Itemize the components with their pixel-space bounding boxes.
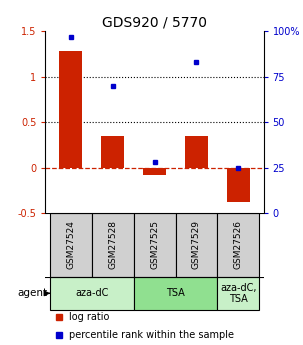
Text: log ratio: log ratio — [69, 312, 110, 322]
Bar — [218, 213, 259, 277]
Bar — [134, 277, 218, 310]
Bar — [218, 277, 259, 310]
Text: GSM27526: GSM27526 — [234, 220, 243, 269]
Bar — [101, 136, 124, 168]
Bar — [92, 213, 134, 277]
Bar — [59, 51, 82, 168]
Title: GDS920 / 5770: GDS920 / 5770 — [102, 16, 207, 30]
Bar — [134, 213, 175, 277]
Text: agent: agent — [18, 288, 48, 298]
Bar — [227, 168, 250, 202]
Bar — [175, 213, 218, 277]
Text: GSM27528: GSM27528 — [108, 220, 117, 269]
Text: TSA: TSA — [166, 288, 185, 298]
Bar — [50, 277, 134, 310]
Text: percentile rank within the sample: percentile rank within the sample — [69, 329, 235, 339]
Text: aza-dC: aza-dC — [75, 288, 108, 298]
Bar — [50, 213, 92, 277]
Text: aza-dC,
TSA: aza-dC, TSA — [220, 283, 257, 304]
Text: GSM27529: GSM27529 — [192, 220, 201, 269]
Bar — [143, 168, 166, 175]
Bar — [185, 136, 208, 168]
Text: GSM27524: GSM27524 — [66, 220, 75, 269]
Text: GSM27525: GSM27525 — [150, 220, 159, 269]
